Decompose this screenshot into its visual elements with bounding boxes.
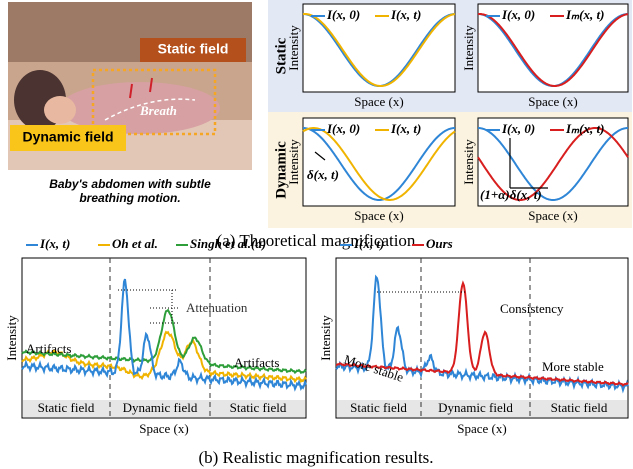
x-axis-label: Space (x): [354, 208, 403, 223]
legend-label: Iₘ(x, t): [565, 121, 604, 136]
legend-label: Oh et al.: [112, 236, 158, 251]
baby-face: [44, 96, 76, 124]
legend-label: I(x, 0): [326, 7, 360, 22]
x-axis-label: Space (x): [354, 94, 403, 109]
legend-label: Ours: [426, 236, 453, 251]
field-label: Dynamic field: [123, 400, 198, 415]
field-label: Static field: [551, 400, 608, 415]
legend-label: Singh et al.(a): [190, 236, 266, 251]
annotation: δ(x, t): [307, 167, 339, 182]
caption: (b) Realistic magnification results.: [198, 448, 433, 467]
x-axis-label: Space (x): [528, 208, 577, 223]
annotation: Consistency: [500, 301, 564, 316]
panel-frame: [478, 4, 628, 92]
field-label: Static field: [230, 400, 287, 415]
legend-label: I(x, t): [390, 7, 421, 22]
field-label: Static field: [38, 400, 95, 415]
static-label: Static field: [158, 41, 229, 57]
x-axis-label: Space (x): [457, 421, 506, 436]
panel-frame: [303, 118, 455, 206]
y-axis-label: Intensity: [461, 139, 476, 185]
legend-label: I(x, t): [353, 236, 384, 251]
breath-label: Breath: [139, 103, 177, 118]
y-axis-label: Intensity: [286, 25, 301, 71]
legend-label: I(x, 0): [326, 121, 360, 136]
photo-caption: breathing motion.: [79, 191, 180, 205]
annotation: (1+α)δ(x, t): [480, 187, 542, 202]
photo-caption: Baby's abdomen with subtle: [49, 177, 211, 191]
field-label: Static field: [350, 400, 407, 415]
legend-label: I(x, t): [390, 121, 421, 136]
figure: Static field Breath Dynamic field Baby's…: [0, 0, 633, 469]
x-axis-label: Space (x): [139, 421, 188, 436]
panel-frame: [303, 4, 455, 92]
y-axis-label: Intensity: [286, 139, 301, 185]
annotation: Attenuation: [186, 300, 248, 315]
photo: Static field Breath Dynamic field Baby's…: [8, 2, 252, 205]
y-axis-label: Intensity: [461, 25, 476, 71]
dynamic-label: Dynamic field: [22, 129, 113, 145]
legend-label: Iₘ(x, t): [565, 7, 604, 22]
legend-label: I(x, t): [39, 236, 70, 251]
y-axis-label: Intensity: [4, 315, 19, 361]
annotation: More stable: [542, 359, 604, 374]
field-label: Dynamic field: [438, 400, 513, 415]
legend-label: I(x, 0): [501, 7, 535, 22]
annotation: Artifacts: [234, 355, 279, 370]
y-axis-label: Intensity: [318, 315, 333, 361]
annotation: Artifacts: [26, 341, 71, 356]
legend-label: I(x, 0): [501, 121, 535, 136]
x-axis-label: Space (x): [528, 94, 577, 109]
